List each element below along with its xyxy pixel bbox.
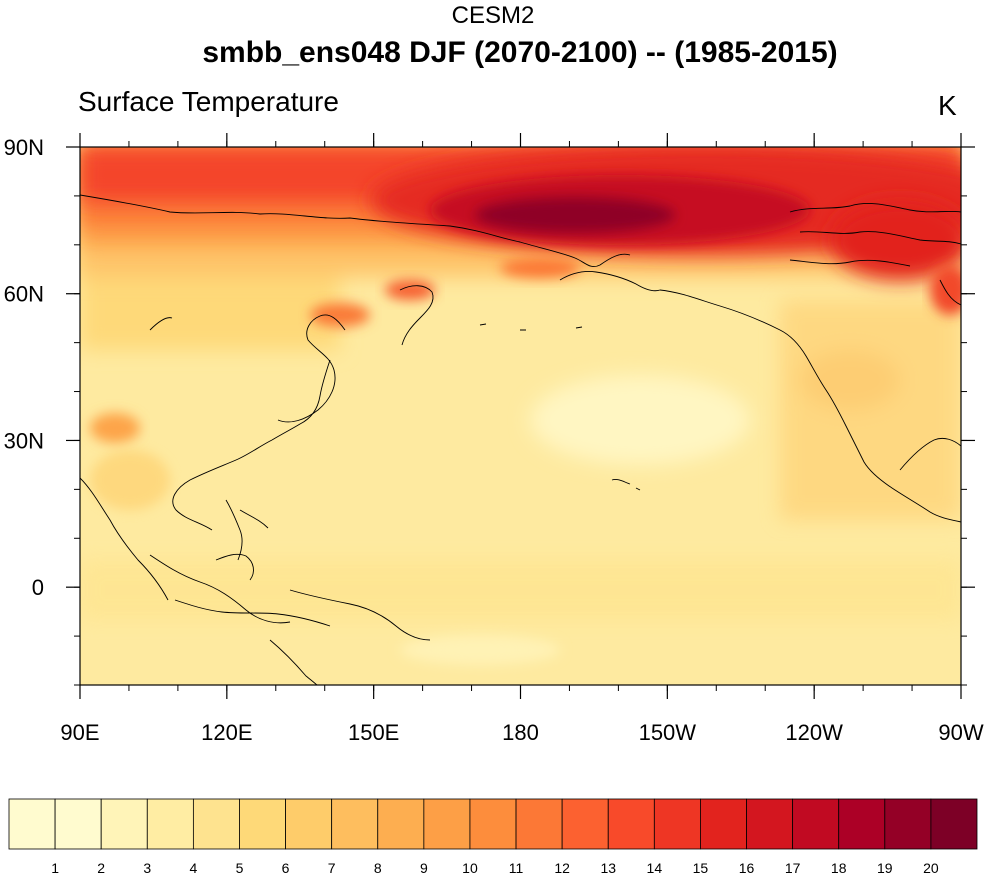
colorbar-box-1 <box>54 798 102 850</box>
colorbar-box-14 <box>653 798 701 850</box>
colorbar-box-16 <box>746 798 794 850</box>
lat-label-3: 0 <box>32 575 44 600</box>
colorbar-box-19 <box>884 798 932 850</box>
colorbar-label-7: 8 <box>374 860 382 876</box>
coastlines <box>80 194 961 685</box>
main-title: smbb_ens048 DJF (2070-2100) -- (1985-201… <box>202 36 838 69</box>
colorbar-box-2 <box>100 798 148 850</box>
map-panel: 90N 60N 30N 0 90E 120E 150E 180 150W 120W 90W <box>4 133 984 745</box>
colorbar-label-13: 14 <box>647 860 663 876</box>
colorbar-box-18 <box>838 798 886 850</box>
lon-label-6: 90W <box>938 720 983 745</box>
lon-label-3: 180 <box>502 720 539 745</box>
lon-label-4: 150W <box>639 720 697 745</box>
colorbar-box-11 <box>515 798 563 850</box>
colorbar-box-0 <box>8 798 56 850</box>
colorbar-box-8 <box>377 798 425 850</box>
colorbar-label-4: 5 <box>236 860 244 876</box>
colorbar-label-2: 3 <box>143 860 151 876</box>
colorbar-label-9: 10 <box>462 860 478 876</box>
colorbar-label-1: 2 <box>97 860 105 876</box>
colorbar-box-12 <box>561 798 609 850</box>
temperature-field <box>80 147 961 685</box>
colorbar-label-12: 13 <box>600 860 616 876</box>
colorbar-label-17: 18 <box>831 860 847 876</box>
colorbar-box-17 <box>792 798 840 850</box>
colorbar-label-19: 20 <box>923 860 939 876</box>
lat-label-2: 30N <box>4 428 44 453</box>
lon-label-5: 120W <box>785 720 843 745</box>
colorbar-box-15 <box>700 798 747 850</box>
latitude-labels: 90N 60N 30N 0 <box>4 135 44 600</box>
colorbar-box-9 <box>423 798 471 850</box>
colorbar-label-5: 6 <box>282 860 290 876</box>
colorbar-label-8: 9 <box>420 860 428 876</box>
axis-ticks <box>66 133 975 699</box>
colorbar-label-14: 15 <box>693 860 709 876</box>
colorbar-box-7 <box>331 798 379 850</box>
colorbar-box-13 <box>607 798 655 850</box>
colorbar-label-18: 19 <box>877 860 893 876</box>
colorbar-box-10 <box>469 798 517 850</box>
colorbar-label-10: 11 <box>509 860 524 876</box>
units-label: K <box>938 90 957 121</box>
colorbar-box-4 <box>192 798 240 850</box>
colorbar-label-11: 12 <box>554 860 570 876</box>
super-title: CESM2 <box>451 2 535 29</box>
colorbar-labels: 1 2 3 4 5 6 7 8 9 10 11 12 13 14 15 16 17 18 19 20 <box>51 860 939 876</box>
lon-label-0: 90E <box>60 720 99 745</box>
colorbar-label-6: 7 <box>328 860 336 876</box>
colorbar-box-3 <box>146 798 194 850</box>
lon-label-1: 120E <box>201 720 252 745</box>
colorbar-label-3: 4 <box>189 860 197 876</box>
colorbar-label-0: 1 <box>51 860 59 876</box>
colorbar-box-6 <box>285 798 333 850</box>
colorbar-label-16: 17 <box>785 860 801 876</box>
colorbar-label-15: 16 <box>739 860 755 876</box>
colorbar-box-5 <box>239 798 286 850</box>
lat-label-1: 60N <box>4 282 44 307</box>
longitude-labels: 90E 120E 150E 180 150W 120W 90W <box>60 720 983 745</box>
lat-label-0: 90N <box>4 135 44 160</box>
lon-label-2: 150E <box>348 720 399 745</box>
colorbar-boxes <box>8 798 978 850</box>
colorbar-box-20 <box>930 798 978 850</box>
variable-name: Surface Temperature <box>78 86 339 117</box>
